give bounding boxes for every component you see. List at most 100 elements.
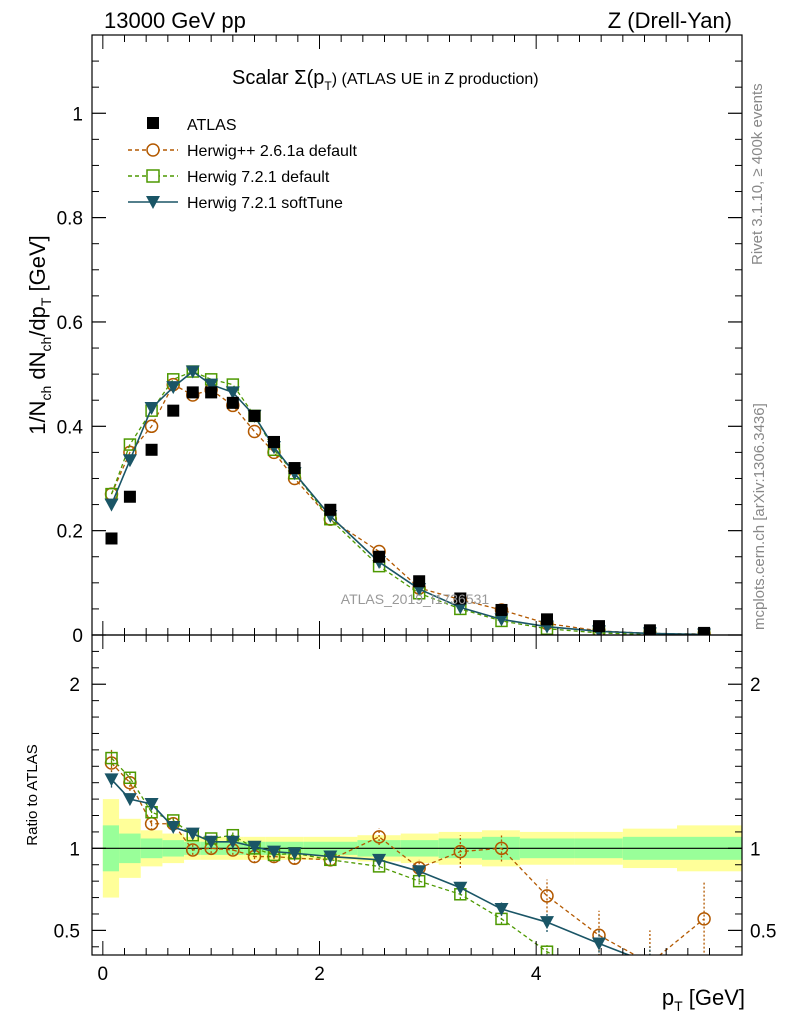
main-point-softtune bbox=[166, 381, 181, 395]
ratio-point-softtune bbox=[122, 793, 137, 807]
main-point-herwigpp bbox=[144, 419, 159, 434]
legend-softtune-label: Herwig 7.2.1 softTune bbox=[187, 195, 343, 212]
main-point-atlas bbox=[205, 386, 218, 399]
main-ytick-label: 0 bbox=[72, 626, 83, 647]
ratio-xtick-label: 0 bbox=[98, 964, 109, 985]
main-point-atlas bbox=[698, 626, 711, 635]
main-title-rest: ) (ATLAS UE in Z production) bbox=[332, 71, 539, 88]
ratio-point-herwigpp bbox=[494, 841, 509, 856]
legend-herwigpp-marker bbox=[146, 143, 160, 157]
main-point-atlas bbox=[643, 624, 656, 635]
ratio-point-herwig721 bbox=[123, 771, 137, 785]
ratio-series-herwigpp bbox=[104, 749, 711, 969]
ratio-point-herwig721 bbox=[105, 751, 118, 765]
ratio-line-softtune bbox=[110, 778, 631, 955]
legend: ATLAS Herwig++ 2.6.1a default Herwig 7.2… bbox=[128, 117, 357, 212]
main-point-softtune bbox=[494, 613, 509, 627]
main-point-atlas bbox=[495, 603, 508, 616]
header-right: Z (Drell-Yan) bbox=[608, 8, 732, 33]
main-point-softtune bbox=[122, 454, 137, 468]
main-point-atlas bbox=[324, 503, 337, 516]
ratio-point-herwig721 bbox=[540, 945, 554, 955]
ratio-series-herwig721 bbox=[105, 749, 655, 993]
header-left: 13000 GeV pp bbox=[104, 8, 246, 33]
main-point-atlas bbox=[167, 404, 180, 417]
ratio-point-softtune bbox=[412, 865, 427, 879]
main-panel: 0 0.2 0.4 0.6 0.8 1 Scalar Σ(pT) (ATLAS UE in… bbox=[25, 34, 743, 647]
ratio-point-herwigpp bbox=[697, 912, 711, 926]
main-point-softtune bbox=[204, 378, 219, 392]
main-point-herwigpp bbox=[247, 424, 262, 439]
ratio-xlabel: pT [GeV] bbox=[662, 985, 745, 1014]
main-point-atlas bbox=[373, 550, 386, 563]
main-title-text: Scalar Σ(p bbox=[232, 67, 324, 89]
legend-atlas-marker bbox=[147, 117, 159, 129]
ratio-ytick-label: 1 bbox=[69, 839, 80, 860]
main-point-atlas bbox=[541, 613, 553, 626]
ratio-panel: 0.5 0.5 1 1 2 2 0 2 4 Ratio to ATLAS pT [GeV] bbox=[24, 634, 776, 1014]
main-title-sub: T bbox=[324, 79, 332, 93]
ratio-point-softtune bbox=[372, 853, 387, 867]
ratio-point-softtune bbox=[144, 798, 159, 812]
ratio-point-softtune bbox=[166, 821, 181, 834]
legend-atlas: ATLAS bbox=[147, 117, 237, 134]
legend-herwig721-marker bbox=[146, 169, 160, 183]
ratio-point-herwigpp bbox=[644, 957, 656, 969]
ratio-point-softtune bbox=[225, 835, 240, 849]
mcplots-label: mcplots.cern.ch [arXiv:1306.3436] bbox=[751, 403, 768, 630]
legend-herwig721: Herwig 7.2.1 default bbox=[128, 169, 330, 186]
ratio-ytick-label: 0.5 bbox=[54, 921, 80, 942]
main-ytick-label: 0.6 bbox=[57, 313, 83, 334]
main-point-atlas bbox=[248, 409, 261, 422]
main-point-atlas bbox=[186, 386, 199, 399]
ratio-point-herwig721 bbox=[644, 982, 655, 993]
ratio-point-softtune bbox=[185, 827, 200, 841]
ratio-point-softtune bbox=[204, 835, 219, 849]
watermark: ATLAS_2019_I1736531 bbox=[341, 591, 490, 607]
ratio-point-herwigpp bbox=[372, 830, 386, 844]
ratio-ylabel: Ratio to ATLAS bbox=[24, 744, 41, 845]
ratio-ytick-label: 2 bbox=[69, 675, 80, 696]
main-point-atlas bbox=[145, 443, 158, 456]
legend-softtune-marker bbox=[146, 196, 160, 209]
main-point-softtune bbox=[225, 386, 240, 400]
ratio-point-softtune bbox=[494, 903, 509, 917]
ratio-ytick-label-right: 2 bbox=[750, 675, 761, 696]
ratio-point-softtune bbox=[592, 937, 606, 951]
ratio-point-herwig721 bbox=[594, 974, 605, 985]
ratio-xtick-label: 2 bbox=[314, 964, 325, 985]
ratio-point-herwigpp bbox=[453, 844, 468, 859]
ratio-xtick-label: 4 bbox=[531, 964, 542, 985]
ratio-point-softtune bbox=[287, 847, 302, 861]
ratio-point-herwigpp bbox=[186, 843, 200, 857]
main-point-atlas bbox=[454, 592, 467, 605]
ratio-series-softtune bbox=[104, 771, 657, 970]
main-point-atlas bbox=[226, 396, 239, 409]
ratio-point-softtune bbox=[453, 881, 468, 895]
main-point-herwig721 bbox=[123, 438, 137, 451]
main-point-softtune bbox=[144, 402, 159, 416]
main-ytick-label: 0.2 bbox=[57, 522, 83, 543]
ratio-point-softtune bbox=[643, 957, 657, 970]
main-point-softtune bbox=[104, 498, 119, 512]
main-series-atlas bbox=[105, 386, 711, 635]
ratio-point-softtune bbox=[267, 845, 281, 859]
ratio-line-herwig721 bbox=[111, 757, 555, 955]
legend-atlas-label: ATLAS bbox=[187, 117, 237, 134]
main-ytick-label: 1 bbox=[72, 104, 83, 125]
main-point-softtune bbox=[453, 601, 468, 615]
ratio-frame bbox=[91, 634, 743, 956]
main-ytick-label: 0.8 bbox=[57, 209, 83, 230]
legend-herwigpp: Herwig++ 2.6.1a default bbox=[128, 143, 357, 160]
legend-softtune: Herwig 7.2.1 softTune bbox=[128, 195, 343, 212]
ratio-point-herwigpp bbox=[540, 889, 554, 903]
ratio-ytick-label-right: 0.5 bbox=[750, 921, 776, 942]
rivet-label: Rivet 3.1.10, ≥ 400k events bbox=[749, 83, 766, 265]
main-title: Scalar Σ(pT) (ATLAS UE in Z production) bbox=[232, 67, 539, 93]
main-point-atlas bbox=[593, 620, 605, 633]
main-point-atlas bbox=[268, 435, 280, 448]
main-point-atlas bbox=[123, 490, 136, 503]
main-point-atlas bbox=[413, 575, 426, 588]
main-point-softtune bbox=[185, 365, 200, 379]
